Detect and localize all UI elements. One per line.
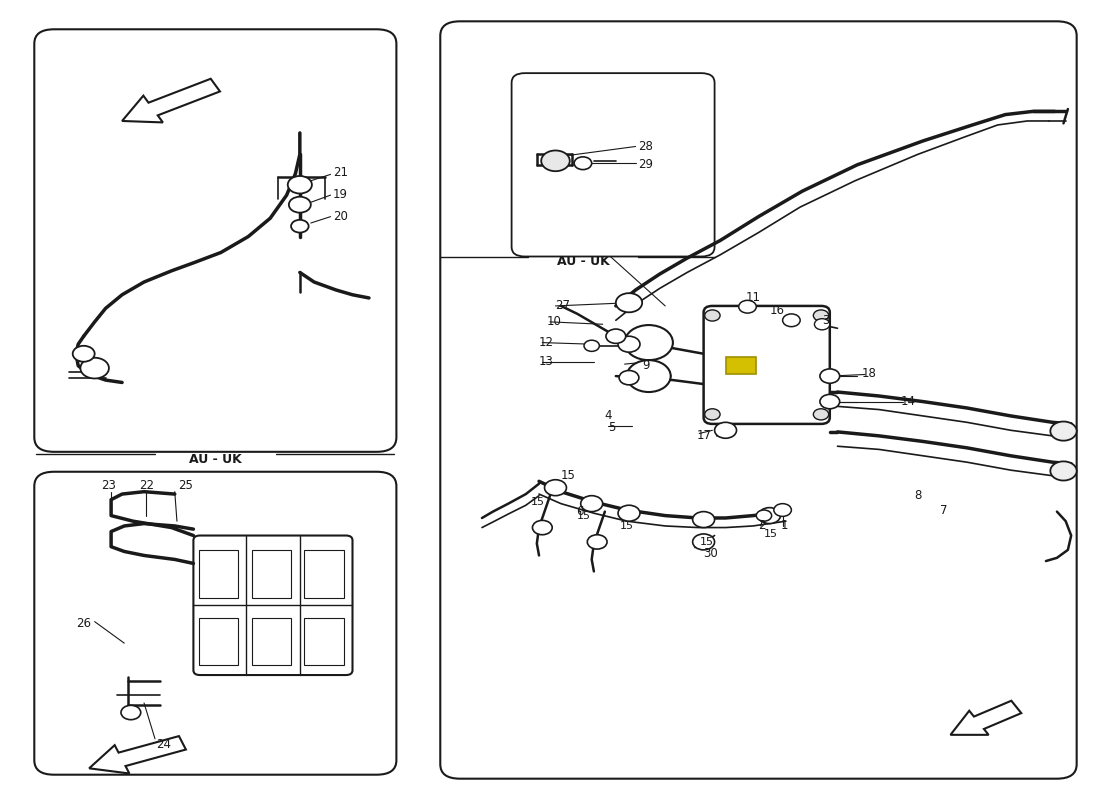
Bar (199, 618, 239, 666)
Text: 30: 30 (704, 546, 718, 559)
Text: AU - UK: AU - UK (557, 254, 609, 268)
Text: 10: 10 (547, 315, 562, 328)
Circle shape (715, 422, 737, 438)
Text: 1: 1 (780, 519, 788, 533)
Circle shape (693, 512, 715, 527)
Circle shape (814, 318, 829, 330)
Text: 17: 17 (697, 430, 712, 442)
Text: 13: 13 (539, 355, 554, 368)
Text: 22: 22 (139, 479, 154, 492)
Text: 26: 26 (76, 617, 91, 630)
Circle shape (73, 346, 95, 362)
FancyArrow shape (950, 701, 1021, 735)
FancyArrow shape (122, 78, 220, 122)
Text: 24: 24 (156, 738, 172, 751)
Circle shape (705, 409, 720, 420)
Text: 15: 15 (700, 537, 714, 547)
Text: 3: 3 (822, 314, 829, 326)
Text: EUROSPARES: EUROSPARES (574, 232, 1009, 536)
Circle shape (627, 360, 671, 392)
Circle shape (757, 510, 771, 521)
Circle shape (581, 496, 603, 512)
Text: 15: 15 (578, 511, 591, 522)
Circle shape (773, 504, 791, 516)
Bar (252, 618, 292, 666)
FancyBboxPatch shape (704, 306, 829, 424)
Text: 11: 11 (746, 291, 760, 305)
Text: 14: 14 (901, 395, 916, 408)
FancyBboxPatch shape (194, 535, 352, 675)
Text: 15: 15 (619, 521, 634, 531)
Text: AU - UK: AU - UK (189, 454, 242, 466)
Circle shape (618, 336, 640, 352)
Text: 12: 12 (539, 336, 554, 349)
Text: 16: 16 (769, 304, 784, 318)
Circle shape (1050, 422, 1077, 441)
Text: 18: 18 (861, 367, 877, 380)
Text: 4: 4 (605, 410, 613, 422)
Circle shape (820, 394, 839, 409)
Bar (199, 550, 239, 598)
FancyBboxPatch shape (34, 30, 396, 452)
Circle shape (574, 157, 592, 170)
Text: 19: 19 (332, 188, 348, 201)
Circle shape (292, 220, 309, 233)
Circle shape (80, 358, 109, 378)
Circle shape (820, 369, 839, 383)
Text: 29: 29 (638, 158, 652, 171)
Circle shape (625, 325, 673, 360)
Text: 25: 25 (178, 479, 194, 492)
Text: a passion for cars since 1985: a passion for cars since 1985 (637, 446, 901, 482)
Text: 6: 6 (576, 505, 584, 518)
Bar (252, 550, 292, 598)
Bar (726, 357, 757, 374)
FancyBboxPatch shape (34, 472, 396, 774)
Circle shape (693, 534, 715, 550)
Text: 8: 8 (914, 489, 922, 502)
Circle shape (705, 310, 720, 321)
Circle shape (606, 329, 626, 343)
Text: 15: 15 (561, 470, 575, 482)
Circle shape (584, 340, 600, 351)
Circle shape (739, 300, 757, 313)
Text: 7: 7 (939, 503, 947, 517)
Circle shape (616, 293, 642, 312)
Bar (305, 550, 343, 598)
FancyBboxPatch shape (440, 22, 1077, 778)
Text: 15: 15 (763, 529, 778, 539)
Circle shape (541, 150, 570, 171)
Circle shape (1050, 462, 1077, 481)
Circle shape (813, 409, 828, 420)
Text: 23: 23 (101, 479, 117, 492)
Text: 20: 20 (332, 210, 348, 223)
Circle shape (121, 706, 141, 720)
Circle shape (619, 370, 639, 385)
Circle shape (759, 508, 780, 523)
Text: 28: 28 (638, 140, 652, 153)
Circle shape (532, 520, 552, 534)
Text: 9: 9 (642, 359, 650, 372)
Text: 27: 27 (556, 299, 571, 313)
Circle shape (587, 534, 607, 549)
Circle shape (618, 506, 640, 521)
Text: 2: 2 (759, 519, 766, 533)
Circle shape (782, 314, 800, 326)
Circle shape (544, 480, 566, 496)
Circle shape (288, 176, 312, 194)
FancyArrow shape (89, 736, 186, 774)
FancyBboxPatch shape (512, 73, 715, 257)
Text: 5: 5 (608, 422, 616, 434)
Circle shape (813, 310, 828, 321)
Circle shape (289, 197, 311, 213)
Text: 21: 21 (332, 166, 348, 179)
Bar (305, 618, 343, 666)
Text: 15: 15 (531, 497, 544, 507)
